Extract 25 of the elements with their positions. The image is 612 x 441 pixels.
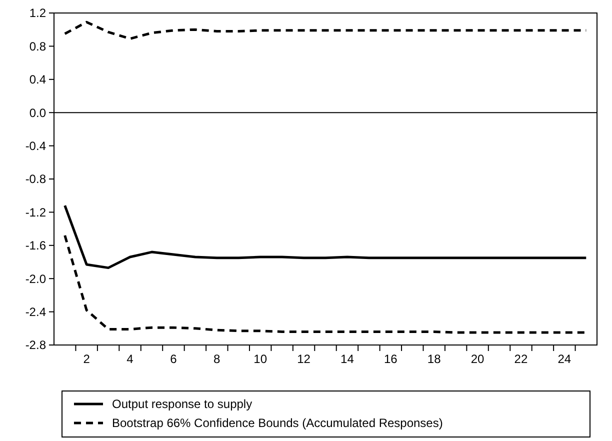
x-tick-label: 20 xyxy=(470,352,485,366)
legend-label: Bootstrap 66% Confidence Bounds (Accumulated Responses) xyxy=(112,416,443,430)
y-tick-label: -1.2 xyxy=(25,205,46,220)
y-tick-label: -1.6 xyxy=(25,238,46,253)
x-tick-label: 12 xyxy=(297,352,311,366)
x-tick-label: 8 xyxy=(214,352,221,366)
y-tick-label: -2.8 xyxy=(25,338,46,352)
y-tick-label: -0.4 xyxy=(25,139,46,153)
x-tick-label: 2 xyxy=(83,352,90,366)
x-tick-label: 14 xyxy=(340,352,354,366)
y-tick-label: 0.4 xyxy=(29,72,46,87)
x-tick-label: 4 xyxy=(126,352,134,366)
x-tick-label: 24 xyxy=(558,352,572,366)
y-tick-label: -0.8 xyxy=(25,172,46,186)
y-tick-label: 0.0 xyxy=(29,106,46,120)
y-tick-label: 0.8 xyxy=(29,39,46,54)
x-tick-label: 18 xyxy=(427,352,442,366)
x-tick-label: 6 xyxy=(170,352,178,366)
x-tick-label: 16 xyxy=(384,352,398,366)
y-tick-label: -2.0 xyxy=(25,272,46,286)
legend-label: Output response to supply xyxy=(112,397,252,412)
x-tick-label: 22 xyxy=(514,352,528,366)
x-tick-label: 10 xyxy=(254,352,268,366)
y-tick-label: 1.2 xyxy=(29,6,46,20)
y-tick-label: -2.4 xyxy=(25,305,46,319)
